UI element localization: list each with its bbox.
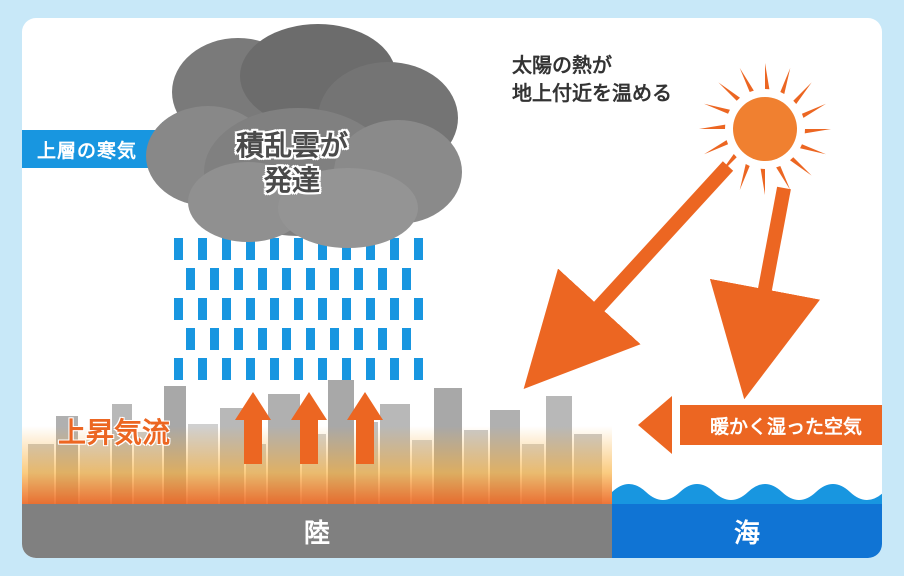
rain-dashes (174, 238, 434, 388)
land-label: 陸 (304, 513, 330, 550)
sun-icon (690, 54, 840, 204)
updraft-arrow (291, 392, 327, 464)
cloud-development-label: 積乱雲が 発達 (236, 128, 348, 198)
sea-bar: 海 (612, 504, 882, 558)
land-bar: 陸 (22, 504, 612, 558)
warm-moist-arrow: 暖かく湿った空気 (638, 396, 882, 454)
cold-air-label: 上層の寒気 (37, 136, 137, 163)
updraft-arrow (347, 392, 383, 464)
sea-waves (612, 474, 882, 504)
sun-heat-label: 太陽の熱が 地上付近を温める (512, 52, 672, 108)
updraft-arrows (224, 392, 394, 464)
warm-moist-label: 暖かく湿った空気 (710, 412, 862, 439)
updraft-label: 上昇気流 (58, 411, 170, 451)
sea-label: 海 (734, 513, 760, 550)
diagram-frame: 上層の寒気 暖かく湿った空気 上昇気流 太陽の熱が 地上付近を温める 積乱雲が … (22, 18, 882, 558)
updraft-arrow (235, 392, 271, 464)
